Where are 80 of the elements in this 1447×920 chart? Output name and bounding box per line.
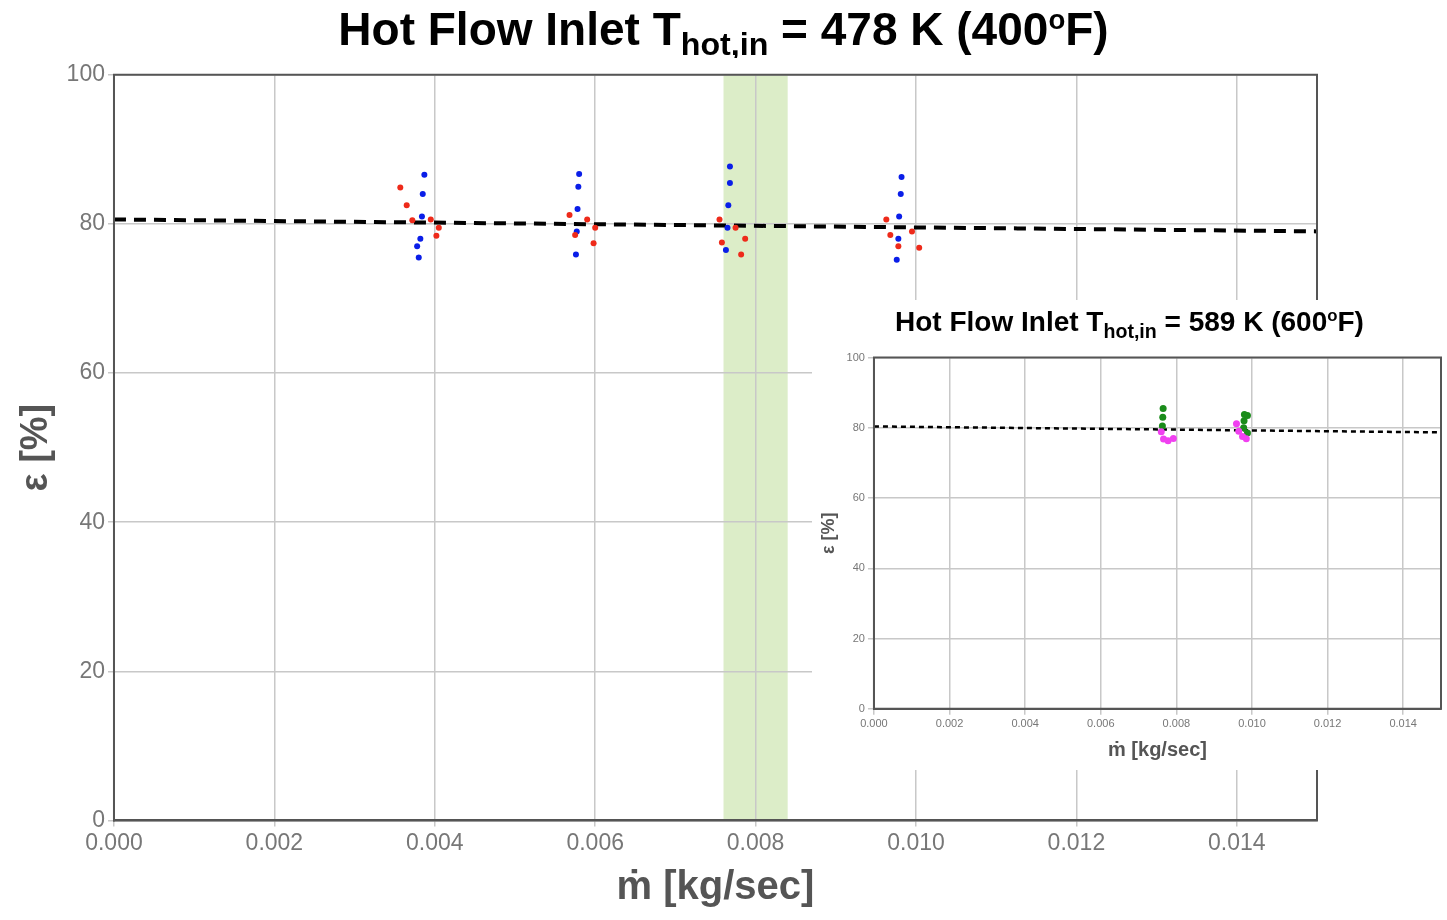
x-tick-label: 0.012 <box>1047 828 1106 855</box>
x-tick-label: 0.008 <box>1162 717 1191 730</box>
y-tick-label: 60 <box>79 358 105 385</box>
x-tick-label: 0.014 <box>1389 717 1417 730</box>
point <box>1169 434 1177 442</box>
point <box>397 184 404 191</box>
point <box>572 232 579 239</box>
point <box>435 224 442 231</box>
x-tick-label: 0.002 <box>245 828 304 855</box>
y-tick-label: 0 <box>858 701 865 714</box>
x-tick-label: 0.010 <box>1238 717 1266 730</box>
point <box>590 240 597 247</box>
y-axis-title: ε [%] <box>13 403 56 492</box>
point <box>584 216 591 223</box>
y-tick-label: 20 <box>79 656 105 683</box>
x-tick-label: 0.002 <box>935 717 964 730</box>
x-tick-label: 0.010 <box>887 828 945 855</box>
point <box>419 191 426 198</box>
point <box>1235 427 1243 435</box>
y-tick-label: 40 <box>852 561 865 574</box>
point <box>718 239 725 246</box>
point <box>725 202 732 209</box>
y-tick-label: 100 <box>66 60 105 87</box>
point <box>415 254 422 261</box>
y-tick-label: 40 <box>79 507 105 534</box>
point <box>887 232 894 239</box>
point <box>433 232 440 239</box>
x-tick-label: 0.004 <box>406 828 464 855</box>
chart-title: Hot Flow Inlet T$_{hot,in}$ = 478 K (400$^{o}$F) <box>338 3 1109 63</box>
point <box>742 235 749 242</box>
point <box>427 216 434 223</box>
y-axis-title: ε [%] <box>817 512 838 554</box>
point <box>1232 420 1240 428</box>
point <box>566 211 573 218</box>
point <box>724 224 731 231</box>
point <box>896 213 903 220</box>
point <box>897 191 904 198</box>
x-tick-label: 0.008 <box>726 828 785 855</box>
point <box>732 224 739 231</box>
x-tick-label: 0.014 <box>1208 828 1266 855</box>
point <box>575 183 582 190</box>
x-axis-title: ṁ [kg/sec] <box>616 863 815 908</box>
point <box>417 235 424 242</box>
x-tick-label: 0.006 <box>1087 717 1115 730</box>
point <box>893 256 900 263</box>
point <box>1157 428 1165 436</box>
point <box>895 235 902 242</box>
point <box>1159 413 1167 421</box>
point <box>409 217 416 224</box>
x-axis-title: ṁ [kg/sec] <box>1108 737 1207 760</box>
point <box>716 216 723 223</box>
point <box>418 213 425 220</box>
y-tick-label: 80 <box>79 209 105 236</box>
point <box>895 243 902 250</box>
x-tick-label: 0.004 <box>1011 717 1039 730</box>
point <box>574 206 581 213</box>
point <box>726 163 733 170</box>
point <box>576 170 583 177</box>
x-tick-label: 0.012 <box>1313 717 1342 730</box>
point <box>883 216 890 223</box>
chart-title: Hot Flow Inlet T$_{hot,in}$ = 589 K (600$^{o}$F) <box>894 306 1365 343</box>
point <box>403 202 410 209</box>
point <box>421 171 428 178</box>
y-tick-label: 60 <box>852 491 865 504</box>
point <box>1159 405 1167 413</box>
point <box>898 173 905 180</box>
point <box>572 251 579 258</box>
point <box>1240 424 1248 432</box>
point <box>414 243 421 250</box>
point <box>916 244 923 251</box>
point <box>738 251 745 258</box>
y-tick-label: 80 <box>852 420 865 433</box>
y-tick-label: 20 <box>852 631 865 644</box>
point <box>592 224 599 231</box>
y-tick-label: 100 <box>846 350 865 363</box>
point <box>726 179 733 186</box>
point <box>908 228 915 235</box>
x-tick-label: 0.006 <box>566 828 624 855</box>
x-tick-label: 0.000 <box>860 717 888 730</box>
point <box>722 247 729 254</box>
